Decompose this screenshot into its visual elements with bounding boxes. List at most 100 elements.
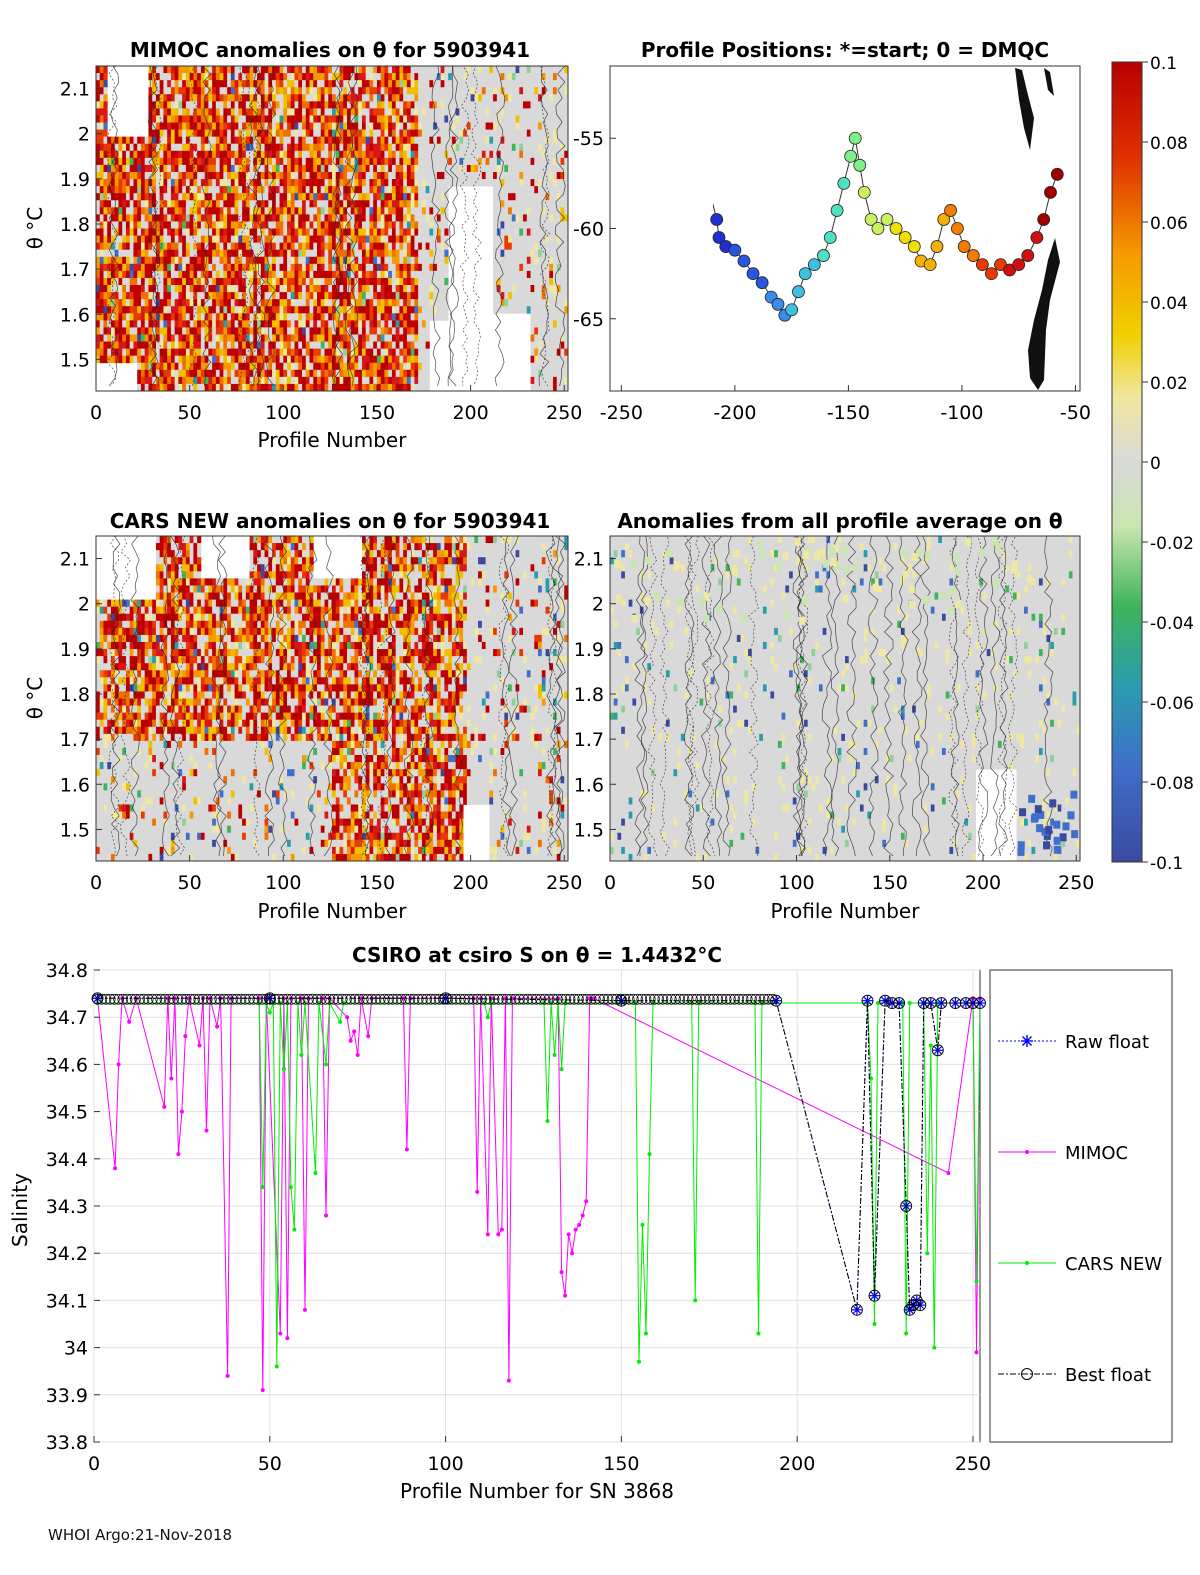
track-point	[1044, 185, 1057, 199]
cars-title: CARS NEW anomalies on θ for 5903941	[110, 509, 551, 533]
data-point	[647, 1152, 652, 1157]
data-point	[771, 995, 782, 1006]
data-point	[925, 1251, 930, 1256]
data-point	[770, 994, 783, 1007]
track-point	[950, 222, 964, 235]
cars-axes-box	[95, 535, 569, 862]
data-point	[876, 1001, 881, 1006]
data-point	[967, 997, 979, 1009]
data-point	[179, 1109, 184, 1114]
data-point	[116, 1062, 121, 1067]
data-point	[288, 1185, 293, 1190]
data-point	[907, 1001, 912, 1006]
data-point	[643, 1331, 648, 1336]
track-point	[889, 222, 903, 235]
data-point	[278, 1331, 283, 1336]
mimoc-axes-box	[95, 65, 569, 392]
track-point	[807, 258, 821, 272]
positions-panel: Profile Positions: *=start; 0 = DMQC -25…	[573, 38, 1091, 424]
salinity-title: CSIRO at csiro S on θ = 1.4432°C	[352, 943, 722, 967]
data-point	[281, 1067, 286, 1072]
data-point	[260, 1388, 265, 1393]
float-track	[706, 131, 1064, 322]
data-point	[197, 1043, 202, 1048]
data-point	[573, 1227, 578, 1232]
data-point	[215, 1024, 220, 1029]
data-point	[285, 1336, 290, 1341]
positions-title: Profile Positions: *=start; 0 = DMQC	[641, 38, 1049, 62]
data-point	[924, 997, 937, 1009]
positions-axes: -250 -200 -150 -100 -50-55-60-65	[573, 128, 1091, 424]
track-point	[755, 276, 769, 290]
data-point	[299, 1052, 304, 1057]
data-point	[904, 1331, 909, 1336]
data-point	[324, 1062, 329, 1067]
data-point	[869, 1290, 880, 1301]
series-best-float	[91, 992, 986, 1316]
data-point	[577, 1222, 582, 1227]
data-point	[404, 1147, 409, 1152]
salinity-panel: CSIRO at csiro S on θ = 1.4432°C 0 50 100 1…	[8, 943, 1173, 1503]
data-point	[570, 1251, 575, 1256]
avg-axes-box	[609, 535, 1081, 862]
data-point	[886, 997, 899, 1009]
track-point	[898, 231, 912, 244]
dot-marker-icon	[1025, 1261, 1029, 1265]
data-point	[640, 1222, 645, 1227]
data-point	[693, 1298, 698, 1303]
track-point	[975, 258, 989, 272]
data-point	[475, 1189, 480, 1194]
track-point	[864, 213, 878, 226]
data-point	[559, 1067, 564, 1072]
salinity-legend: Raw float MIMOC CARS NEW Best float	[989, 969, 1173, 1443]
data-point	[292, 1227, 297, 1232]
data-point	[559, 1270, 564, 1275]
data-point	[872, 1322, 877, 1326]
track-point	[923, 258, 937, 272]
mimoc-heatmap	[96, 65, 569, 392]
data-point	[176, 1152, 181, 1157]
legend-best-float: Best float	[998, 1365, 1151, 1386]
track-point	[792, 285, 805, 299]
data-point	[869, 1076, 874, 1081]
data-point	[580, 1213, 585, 1218]
track-point	[1050, 167, 1064, 181]
circle-marker-icon	[1021, 1368, 1033, 1380]
data-point	[113, 1166, 118, 1171]
baseline-markers	[92, 993, 778, 1005]
data-point	[566, 1232, 571, 1237]
data-point	[225, 1373, 230, 1378]
data-point	[914, 1299, 927, 1312]
data-point	[959, 997, 972, 1009]
track-point	[880, 213, 894, 226]
data-point	[204, 1128, 209, 1133]
data-point	[162, 1104, 167, 1109]
mimoc-xlabel: Profile Number	[258, 428, 408, 452]
track-point	[1030, 231, 1044, 244]
data-point	[260, 1185, 265, 1190]
mimoc-panel: MIMOC anomalies on θ for 5903941 0 50 100 1…	[23, 38, 582, 452]
data-point	[928, 1043, 933, 1048]
track-point	[710, 213, 724, 226]
track-point	[907, 240, 921, 253]
legend-cars-label: CARS NEW	[1065, 1254, 1162, 1275]
data-point	[552, 1052, 557, 1057]
dot-marker-icon	[1025, 1150, 1029, 1154]
positions-axes-box	[609, 65, 1081, 392]
legend-mimoc-label: MIMOC	[1065, 1143, 1128, 1164]
data-point	[879, 994, 892, 1007]
asterisk-marker-icon	[1021, 1035, 1033, 1047]
salinity-grid	[93, 969, 980, 1443]
track-point	[746, 267, 760, 281]
mimoc-ylabel: θ °C	[23, 207, 47, 250]
track-point	[823, 231, 837, 244]
data-point	[499, 1227, 504, 1232]
data-point	[183, 1034, 188, 1039]
data-point	[563, 1293, 568, 1298]
track-point	[771, 297, 785, 311]
track-point	[728, 243, 742, 257]
legend-best-float-label: Best float	[1065, 1365, 1151, 1386]
data-point	[974, 1350, 979, 1355]
